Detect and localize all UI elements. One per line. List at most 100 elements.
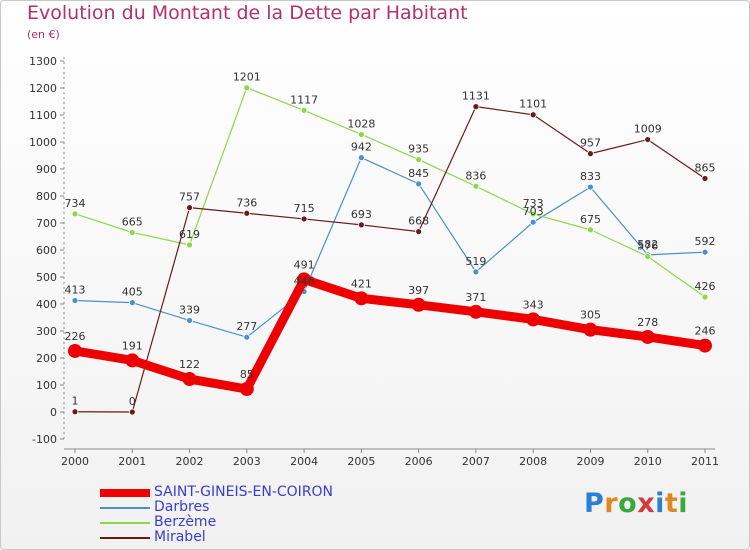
data-point	[644, 136, 652, 143]
data-label: 446	[294, 275, 315, 288]
data-label: 1117	[290, 93, 318, 106]
data-label: 1028	[347, 117, 375, 130]
data-label: 491	[294, 258, 315, 271]
data-label: 582	[637, 238, 658, 251]
data-label: 833	[580, 170, 601, 183]
data-point	[243, 84, 251, 92]
data-point	[128, 299, 136, 307]
data-point	[472, 103, 480, 111]
x-tick-label: 2006	[405, 455, 433, 468]
data-point	[587, 226, 594, 234]
data-point	[529, 210, 537, 218]
x-tick-label: 2009	[576, 455, 604, 468]
data-point	[415, 156, 423, 163]
data-point	[68, 343, 82, 358]
legend-swatch-mirabel	[100, 537, 150, 539]
data-point	[300, 215, 308, 223]
legend-swatch-darbres	[100, 507, 150, 509]
data-point	[587, 150, 594, 158]
data-label: 343	[523, 298, 544, 311]
data-label: 191	[122, 339, 143, 352]
data-point	[128, 229, 136, 236]
data-point	[300, 107, 308, 114]
data-label: 405	[122, 286, 143, 299]
data-point	[468, 304, 483, 319]
data-point	[701, 293, 709, 301]
y-tick-label: 200	[36, 352, 57, 365]
data-point	[472, 182, 480, 190]
data-point	[415, 180, 423, 188]
data-label: 371	[465, 291, 486, 304]
data-label: 845	[408, 167, 429, 180]
data-label: 226	[65, 330, 86, 343]
data-label: 519	[465, 255, 486, 268]
series-line	[74, 106, 706, 413]
data-point	[526, 312, 541, 327]
data-point	[640, 329, 655, 344]
data-point	[587, 183, 594, 191]
data-label: 1009	[634, 123, 662, 136]
data-label: 665	[122, 215, 143, 228]
brand-letter: i	[678, 488, 689, 519]
x-tick-label: 2011	[691, 455, 719, 468]
data-label: 277	[236, 320, 257, 333]
data-label: 693	[351, 208, 372, 221]
data-point	[186, 317, 193, 324]
x-tick-label: 2008	[519, 455, 547, 468]
legend-swatch-berzeme	[100, 522, 150, 524]
data-label: 397	[408, 284, 429, 297]
data-label: 736	[236, 196, 257, 209]
data-label: 715	[294, 202, 315, 215]
y-tick-label: 0	[50, 406, 57, 419]
data-label: 1101	[519, 98, 547, 111]
y-tick-label: 700	[36, 217, 57, 230]
data-point	[529, 111, 537, 119]
data-point	[71, 210, 79, 218]
data-label: 1131	[462, 90, 490, 103]
legend-swatch-saint-gineis	[100, 489, 150, 497]
data-label: 278	[637, 316, 658, 329]
data-label: 942	[351, 141, 372, 154]
legend-label-mirabel: Mirabel	[154, 529, 206, 545]
x-tick-label: 2001	[118, 455, 146, 468]
data-point	[701, 175, 709, 182]
series-line	[70, 274, 710, 394]
data-label: 0	[129, 395, 136, 408]
brand-letter: t	[664, 488, 679, 519]
data-label: 957	[580, 137, 601, 150]
chart-title: Evolution du Montant de la Dette par Hab…	[27, 2, 468, 24]
y-tick-label: 300	[36, 325, 57, 338]
data-label: 734	[65, 197, 86, 210]
data-point	[186, 204, 193, 212]
legend-label-darbres: Darbres	[154, 499, 210, 515]
series-line	[74, 87, 706, 298]
data-point	[701, 248, 709, 256]
data-point	[243, 209, 251, 217]
brand-letter: i	[655, 488, 665, 519]
x-tick-label: 2004	[290, 455, 318, 468]
data-label: 305	[580, 309, 601, 322]
data-point	[182, 372, 197, 387]
brand-letter: x	[637, 488, 656, 519]
data-label: 865	[695, 161, 716, 174]
data-point	[357, 221, 365, 229]
x-tick-label: 2005	[347, 455, 375, 468]
data-label: 757	[179, 191, 200, 204]
y-tick-label: 400	[36, 298, 57, 311]
y-tick-label: 1100	[29, 109, 57, 122]
data-point	[354, 291, 369, 306]
brand-logo: Proxiti	[584, 488, 688, 519]
data-point	[125, 353, 140, 368]
x-tick-label: 2003	[233, 455, 261, 468]
data-point	[297, 272, 312, 287]
data-label: 935	[408, 143, 429, 156]
data-point	[583, 322, 598, 337]
data-point	[698, 338, 712, 353]
legend-label-berzeme: Berzème	[154, 514, 217, 530]
data-label: 592	[695, 235, 716, 248]
data-label: 339	[179, 303, 200, 316]
data-point	[243, 333, 251, 341]
y-tick-label: 1200	[29, 82, 57, 95]
